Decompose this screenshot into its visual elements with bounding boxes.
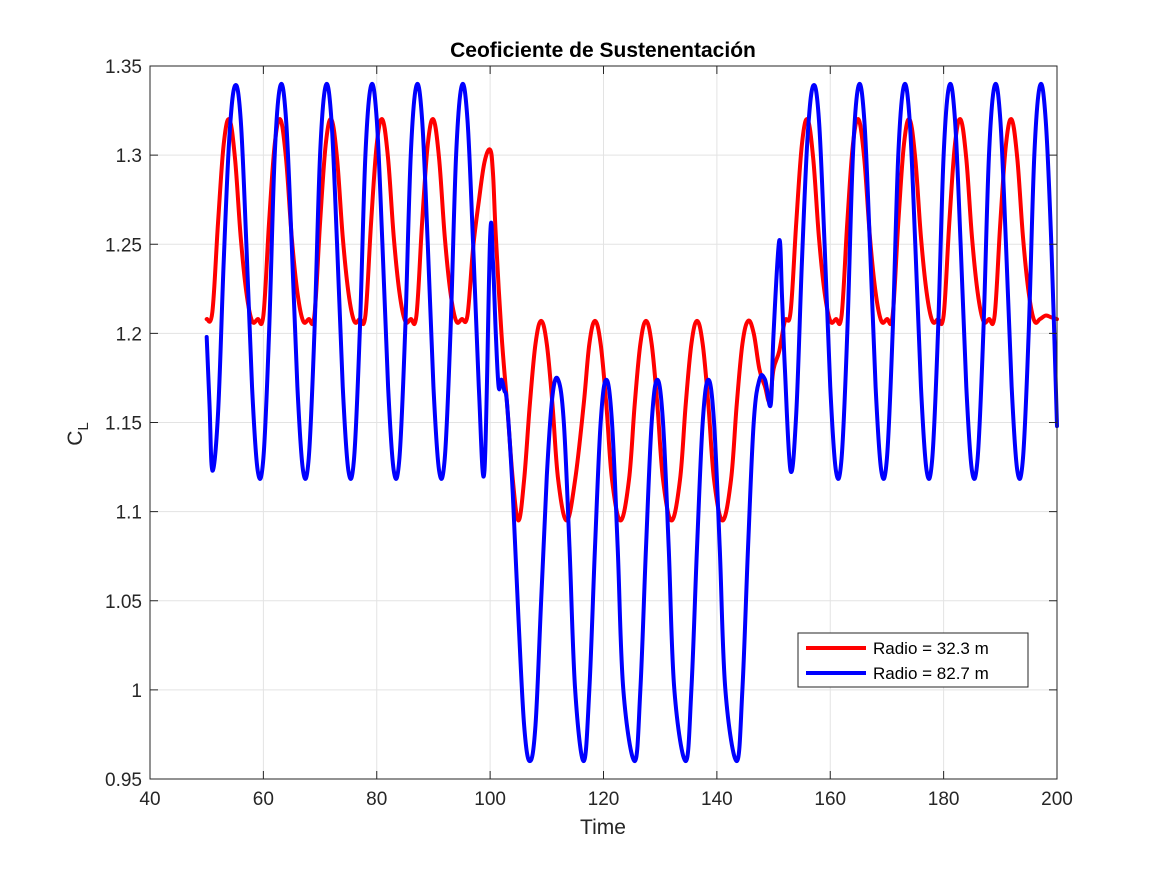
legend-label-series-2: Radio = 82.7 m [873, 664, 989, 683]
x-tick-label-7: 180 [928, 789, 960, 810]
y-axis-ticks: 0.95 1 1.05 1.1 1.15 1.2 1.25 1.3 1.35 [105, 57, 1057, 791]
y-axis-label-main: C [64, 431, 87, 446]
y-tick-label-8: 1.35 [105, 57, 142, 78]
x-tick-label-3: 100 [474, 789, 506, 810]
x-tick-label-4: 120 [588, 789, 620, 810]
y-tick-label-4: 1.15 [105, 414, 142, 435]
y-tick-label-3: 1.1 [116, 503, 142, 524]
series-line-1 [204, 117, 1059, 523]
x-axis-ticks: 40 60 80 100 120 140 160 180 200 [139, 66, 1073, 810]
legend-label-series-1: Radio = 32.3 m [873, 639, 989, 658]
y-tick-label-2: 1.05 [105, 592, 142, 613]
y-axis-label: CL [64, 422, 92, 446]
series-line-2 [204, 82, 1059, 764]
y-tick-label-6: 1.25 [105, 235, 142, 256]
legend-box [797, 632, 1029, 688]
x-axis-label: Time [580, 816, 626, 839]
x-tick-label-1: 60 [253, 789, 274, 810]
svg-text:CL: CL [64, 422, 92, 446]
y-tick-label-7: 1.3 [116, 146, 142, 167]
y-tick-label-5: 1.2 [116, 324, 142, 345]
series-layer [204, 82, 1059, 764]
y-tick-label-0: 0.95 [105, 770, 142, 791]
y-axis-label-sub: L [75, 422, 92, 430]
legend: Radio = 32.3 m Radio = 82.7 m [797, 632, 1029, 688]
x-tick-label-6: 160 [814, 789, 846, 810]
y-tick-label-1: 1 [131, 681, 142, 702]
x-tick-label-2: 80 [366, 789, 387, 810]
chart-title: Ceoficiente de Sustenentación [450, 39, 756, 62]
x-tick-label-5: 140 [701, 789, 733, 810]
x-tick-label-8: 200 [1041, 789, 1073, 810]
x-tick-label-0: 40 [139, 789, 160, 810]
